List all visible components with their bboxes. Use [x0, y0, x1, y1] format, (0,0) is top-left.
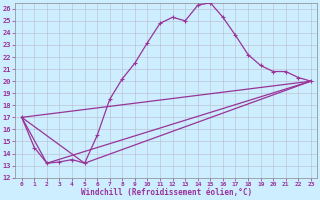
X-axis label: Windchill (Refroidissement éolien,°C): Windchill (Refroidissement éolien,°C): [81, 188, 252, 197]
